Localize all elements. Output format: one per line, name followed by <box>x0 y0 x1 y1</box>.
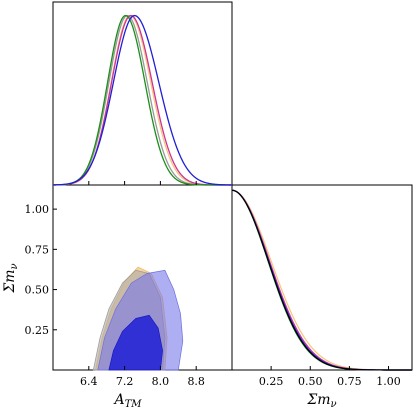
x-axis-label-a-tm: ATM <box>112 392 142 409</box>
marginal-mnu-curve-4 <box>231 189 412 371</box>
marginal-mnu-curve-6 <box>231 189 412 371</box>
marginal-mnu-curve-2 <box>231 189 412 371</box>
br-x-tick-label-2: 0.50 <box>298 375 323 388</box>
panel-bottom-right-frame <box>231 184 413 371</box>
bl-x-tick-label-1: 6.4 <box>80 375 98 388</box>
bl-x-tick-label-4: 8.8 <box>187 375 205 388</box>
marginal-mnu-curve-1 <box>231 189 413 371</box>
marginal-a-tm-curve-5 <box>52 14 232 186</box>
marginal-mnu-curves <box>231 189 413 371</box>
marginal-mnu-curve-5 <box>231 189 412 371</box>
bl-y-tick-label-4: 1.00 <box>25 203 50 216</box>
bl-y-tick-label-3: 0.75 <box>25 243 50 256</box>
x-axis-label-sum-mnu: Σmν <box>306 392 336 409</box>
bl-y-tick-label-1: 0.25 <box>25 324 50 337</box>
marginal-a-tm-curve-3 <box>52 14 232 186</box>
y-axis-label-sum-mnu: Σmν <box>2 263 20 293</box>
marginal-a-tm-curves <box>52 14 232 186</box>
bl-x-tick-label-3: 8.0 <box>152 375 170 388</box>
br-x-tick-label-3: 0.75 <box>337 375 362 388</box>
joint-contours <box>92 266 184 371</box>
bl-y-tick-label-2: 0.50 <box>25 284 50 297</box>
marginal-a-tm-curve-4 <box>52 14 232 186</box>
br-x-tick-label-4: 1.00 <box>376 375 401 388</box>
panel-top-left-frame <box>52 1 233 186</box>
axis-ticks: 6.4 7.2 8.0 8.8 0.25 0.50 0.75 1.00 0.25 0.50 0.75… <box>25 181 401 388</box>
br-x-tick-label-1: 0.25 <box>259 375 284 388</box>
joint-contour-4 <box>108 314 163 371</box>
marginal-mnu-curve-3 <box>231 189 412 371</box>
bl-x-tick-label-2: 7.2 <box>116 375 134 388</box>
